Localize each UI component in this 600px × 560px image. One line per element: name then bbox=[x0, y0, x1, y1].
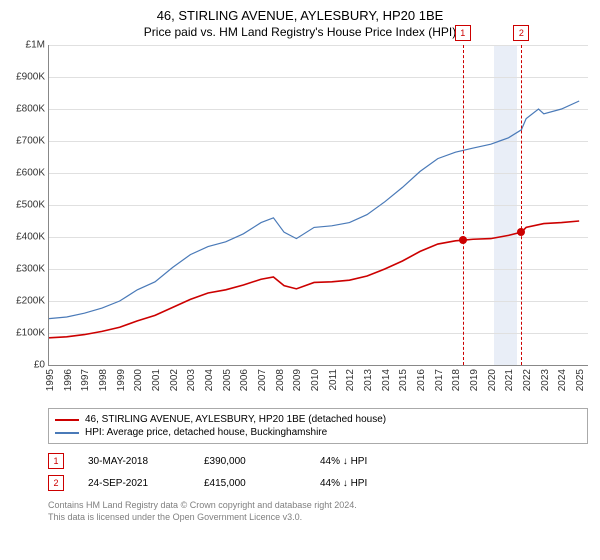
transaction-badge: 2 bbox=[513, 25, 529, 41]
transactions-table: 1 30-MAY-2018 £390,000 44% ↓ HPI 2 24-SEP-202… bbox=[48, 450, 588, 494]
xtick-label: 2007 bbox=[257, 369, 268, 391]
footer-attribution: Contains HM Land Registry data © Crown c… bbox=[48, 500, 588, 523]
xtick-label: 1995 bbox=[45, 369, 56, 391]
transaction-row: 1 30-MAY-2018 £390,000 44% ↓ HPI bbox=[48, 450, 588, 472]
ytick-label: £900K bbox=[16, 72, 45, 83]
ytick-label: £500K bbox=[16, 200, 45, 211]
xtick-label: 1997 bbox=[80, 369, 91, 391]
legend-item: HPI: Average price, detached house, Buck… bbox=[55, 426, 581, 439]
page-subtitle: Price paid vs. HM Land Registry's House … bbox=[0, 23, 600, 45]
transaction-date: 24-SEP-2021 bbox=[88, 478, 180, 489]
xtick-label: 2018 bbox=[451, 369, 462, 391]
xtick-label: 2017 bbox=[434, 369, 445, 391]
transaction-vline bbox=[521, 45, 522, 365]
ytick-label: £300K bbox=[16, 264, 45, 275]
footer-line-2: This data is licensed under the Open Gov… bbox=[48, 512, 588, 524]
xtick-label: 2019 bbox=[469, 369, 480, 391]
xtick-label: 2000 bbox=[133, 369, 144, 391]
transaction-row: 2 24-SEP-2021 £415,000 44% ↓ HPI bbox=[48, 472, 588, 494]
xtick-label: 2006 bbox=[239, 369, 250, 391]
xtick-label: 2013 bbox=[363, 369, 374, 391]
xtick-label: 1998 bbox=[98, 369, 109, 391]
transaction-badge: 1 bbox=[455, 25, 471, 41]
transaction-row-badge: 2 bbox=[48, 475, 64, 491]
xtick-label: 2022 bbox=[522, 369, 533, 391]
xtick-label: 2014 bbox=[381, 369, 392, 391]
page-title: 46, STIRLING AVENUE, AYLESBURY, HP20 1BE bbox=[0, 0, 600, 23]
legend: 46, STIRLING AVENUE, AYLESBURY, HP20 1BE… bbox=[48, 408, 588, 444]
xtick-label: 2004 bbox=[204, 369, 215, 391]
series-hpi bbox=[49, 101, 579, 319]
xtick-label: 2015 bbox=[398, 369, 409, 391]
ytick-label: £200K bbox=[16, 296, 45, 307]
legend-item: 46, STIRLING AVENUE, AYLESBURY, HP20 1BE… bbox=[55, 413, 581, 426]
transaction-diff: 44% ↓ HPI bbox=[320, 456, 412, 467]
xtick-label: 2012 bbox=[345, 369, 356, 391]
xtick-label: 1999 bbox=[116, 369, 127, 391]
transaction-diff: 44% ↓ HPI bbox=[320, 478, 412, 489]
ytick-label: £400K bbox=[16, 232, 45, 243]
xtick-label: 2024 bbox=[557, 369, 568, 391]
ytick-label: £0 bbox=[34, 360, 45, 371]
legend-swatch bbox=[55, 432, 79, 434]
transaction-price: £390,000 bbox=[204, 456, 296, 467]
xtick-label: 2025 bbox=[575, 369, 586, 391]
legend-label: 46, STIRLING AVENUE, AYLESBURY, HP20 1BE… bbox=[85, 414, 386, 425]
transaction-vline bbox=[463, 45, 464, 365]
xtick-label: 2011 bbox=[328, 369, 339, 391]
ytick-label: £1M bbox=[26, 40, 45, 51]
xtick-label: 2021 bbox=[504, 369, 515, 391]
chart-svg bbox=[49, 45, 588, 365]
xtick-label: 2001 bbox=[151, 369, 162, 391]
legend-swatch bbox=[55, 419, 79, 421]
transaction-marker bbox=[459, 236, 467, 244]
ytick-label: £700K bbox=[16, 136, 45, 147]
ytick-label: £100K bbox=[16, 328, 45, 339]
xtick-label: 2023 bbox=[540, 369, 551, 391]
xtick-label: 2008 bbox=[275, 369, 286, 391]
price-chart: £0£100K£200K£300K£400K£500K£600K£700K£80… bbox=[48, 45, 588, 366]
xtick-label: 2003 bbox=[186, 369, 197, 391]
xtick-label: 2009 bbox=[292, 369, 303, 391]
xtick-label: 2005 bbox=[222, 369, 233, 391]
xtick-label: 2020 bbox=[487, 369, 498, 391]
xtick-label: 1996 bbox=[63, 369, 74, 391]
ytick-label: £600K bbox=[16, 168, 45, 179]
series-price_paid bbox=[49, 221, 579, 338]
xtick-label: 2016 bbox=[416, 369, 427, 391]
xtick-label: 2002 bbox=[169, 369, 180, 391]
legend-label: HPI: Average price, detached house, Buck… bbox=[85, 427, 327, 438]
ytick-label: £800K bbox=[16, 104, 45, 115]
transaction-price: £415,000 bbox=[204, 478, 296, 489]
xtick-label: 2010 bbox=[310, 369, 321, 391]
transaction-row-badge: 1 bbox=[48, 453, 64, 469]
transaction-marker bbox=[517, 228, 525, 236]
footer-line-1: Contains HM Land Registry data © Crown c… bbox=[48, 500, 588, 512]
transaction-date: 30-MAY-2018 bbox=[88, 456, 180, 467]
